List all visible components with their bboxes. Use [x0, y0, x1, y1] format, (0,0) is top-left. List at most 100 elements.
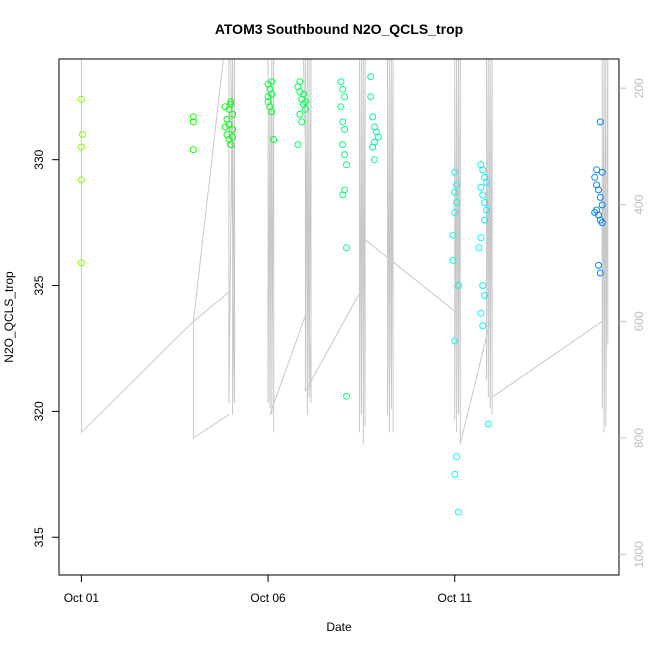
- data-point: [371, 156, 378, 164]
- data-point: [451, 470, 459, 478]
- data-point: [367, 73, 375, 81]
- data-point: [341, 151, 349, 159]
- data-point: [449, 256, 457, 264]
- data-point: [264, 93, 272, 101]
- pressure-trace: [304, 286, 364, 392]
- data-point: [596, 193, 604, 201]
- data-point: [483, 206, 490, 214]
- data-point: [484, 420, 492, 428]
- data-point: [374, 133, 382, 141]
- data-point: [229, 126, 237, 133]
- y2-tick-label: 800: [632, 428, 646, 448]
- pressure-trace: [387, 58, 394, 433]
- data-point: [369, 113, 377, 121]
- x-tick-label: Oct 11: [437, 591, 472, 605]
- data-point: [453, 199, 461, 206]
- data-point: [339, 191, 347, 199]
- data-point: [369, 143, 377, 151]
- x-tick-label: Oct 06: [250, 591, 286, 605]
- data-points: [77, 73, 606, 516]
- data-point: [301, 105, 309, 113]
- data-point: [451, 337, 459, 345]
- plot-frame: [58, 58, 620, 576]
- data-point: [225, 120, 233, 128]
- pressure-trace: [80, 59, 230, 434]
- data-point: [595, 186, 602, 194]
- data-point: [455, 282, 462, 289]
- pressure-trace: [192, 58, 230, 439]
- pressure-trace: [228, 58, 235, 415]
- y2-tick-label: 200: [632, 78, 646, 98]
- data-point: [481, 199, 489, 206]
- y-tick-label: 320: [32, 401, 46, 421]
- data-point: [479, 282, 487, 289]
- data-point: [221, 103, 229, 111]
- y2-tick-label: 1000: [632, 541, 646, 568]
- data-point: [451, 209, 459, 216]
- data-point: [227, 141, 235, 149]
- data-point: [343, 161, 350, 169]
- data-point: [477, 234, 485, 242]
- pressure-trace: [364, 239, 461, 316]
- pressure-lines: [80, 58, 609, 444]
- data-point: [229, 133, 237, 141]
- data-point: [341, 93, 349, 101]
- data-point: [591, 209, 599, 216]
- data-point: [337, 78, 345, 86]
- data-point: [337, 103, 345, 111]
- data-point: [77, 143, 85, 151]
- data-point: [301, 98, 309, 106]
- data-point: [598, 219, 606, 227]
- data-point: [479, 322, 487, 330]
- pressure-trace: [486, 58, 493, 415]
- y-axis-label: N2O_QCLS_trop: [2, 271, 16, 363]
- data-point: [294, 141, 302, 149]
- data-point: [227, 98, 235, 106]
- data-point: [449, 231, 457, 239]
- data-point: [79, 131, 86, 138]
- y2-tick-label: 600: [632, 311, 646, 331]
- chart-title: ATOM3 Southbound N2O_QCLS_trop: [215, 21, 463, 37]
- data-point: [483, 178, 490, 186]
- data-point: [339, 85, 347, 93]
- data-point: [227, 100, 235, 108]
- pressure-trace: [459, 321, 491, 444]
- data-point: [477, 309, 485, 317]
- data-point: [339, 118, 347, 126]
- y2-axis: 200 400 600 800 1000: [619, 78, 646, 568]
- data-point: [268, 78, 276, 86]
- data-point: [593, 166, 601, 174]
- x-tick-label: Oct 01: [64, 591, 100, 605]
- x-axis-label: Date: [326, 620, 352, 634]
- pressure-trace: [267, 58, 275, 433]
- data-point: [341, 126, 349, 133]
- data-point: [598, 201, 606, 209]
- data-point: [479, 166, 487, 174]
- data-point: [481, 216, 489, 224]
- data-point: [343, 392, 350, 400]
- data-point: [451, 188, 459, 196]
- data-point: [453, 453, 461, 461]
- data-point: [367, 93, 375, 101]
- data-point: [189, 113, 197, 121]
- data-point: [77, 95, 85, 103]
- data-point: [598, 168, 606, 176]
- data-point: [339, 141, 347, 149]
- data-point: [481, 292, 489, 300]
- data-point: [189, 118, 197, 126]
- data-point: [477, 183, 485, 191]
- data-point: [479, 191, 487, 199]
- y2-tick-label: 400: [632, 194, 646, 214]
- data-point: [453, 181, 461, 189]
- data-point: [300, 90, 307, 98]
- data-point: [189, 146, 197, 154]
- pressure-trace: [491, 320, 603, 398]
- y-tick-label: 330: [32, 149, 46, 169]
- data-point: [596, 118, 604, 126]
- pressure-trace: [359, 58, 366, 444]
- data-point: [596, 269, 604, 277]
- pressure-trace: [269, 315, 306, 415]
- x-axis: Oct 01 Oct 06 Oct 11: [64, 575, 472, 605]
- data-point: [451, 168, 459, 176]
